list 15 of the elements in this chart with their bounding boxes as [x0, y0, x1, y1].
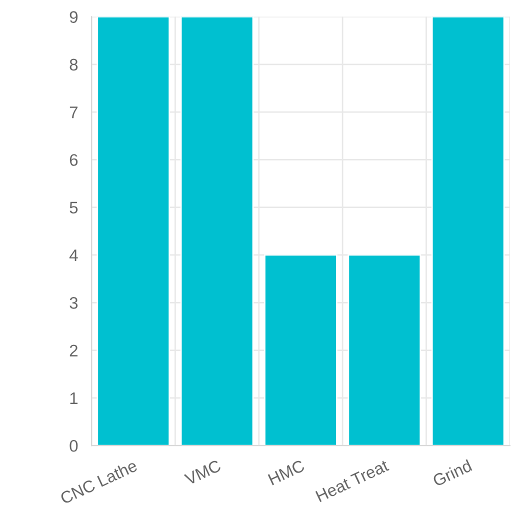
y-tick-label: 7 — [70, 106, 78, 118]
x-tick-label: HMC — [268, 459, 306, 486]
y-tick-label: 0 — [70, 440, 78, 452]
y-tick-label: 2 — [70, 344, 78, 356]
y-tick-label: 3 — [70, 297, 78, 309]
y-tick-label: 1 — [70, 392, 78, 404]
y-tick-label: 9 — [70, 11, 78, 23]
x-tick-label: Heat Treat — [315, 459, 390, 502]
x-tick-label: CNC Lathe — [59, 459, 138, 504]
x-tick-label: VMC — [184, 459, 222, 486]
x-tick-label: Grind — [432, 459, 472, 487]
y-tick-label: 5 — [70, 202, 78, 214]
y-tick-label: 4 — [69, 250, 78, 262]
y-tick-label: 8 — [70, 58, 78, 71]
y-tick-label: 6 — [70, 154, 78, 166]
